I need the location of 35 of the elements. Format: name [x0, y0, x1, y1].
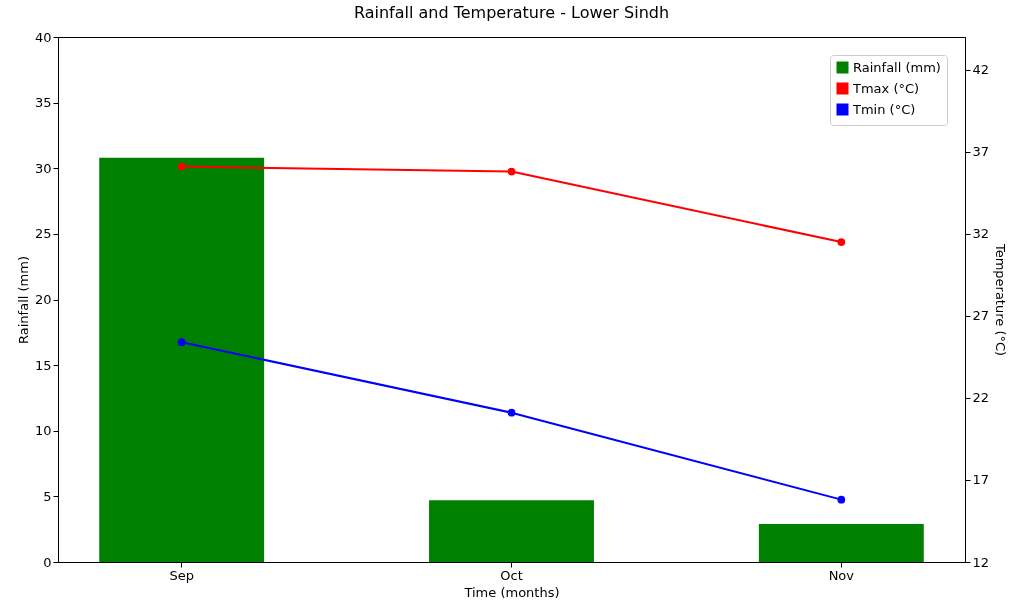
point — [507, 167, 516, 176]
y2-axis-title: Temperature (°C) — [993, 242, 1009, 357]
y-tick-label: 0 — [43, 554, 52, 570]
y2-tick-label: 12 — [972, 554, 990, 570]
legend-label: Tmin (°C) — [852, 101, 916, 117]
y-tick-label: 40 — [34, 29, 52, 45]
point — [837, 238, 846, 246]
bar — [99, 157, 265, 562]
y2-tick-label: 22 — [972, 390, 990, 406]
y2-tick-label: 42 — [972, 62, 990, 78]
y-tick-label: 15 — [34, 357, 52, 373]
legend-label: Rainfall (mm) — [853, 59, 941, 75]
y2-tick-label: 17 — [972, 472, 990, 488]
y-tick-label: 10 — [34, 423, 52, 439]
legend-label: Tmax (°C) — [852, 80, 920, 96]
bar — [758, 523, 924, 562]
y-axis-title: Rainfall (mm) — [15, 256, 31, 344]
point — [177, 162, 186, 171]
y2-tick-label: 32 — [972, 226, 990, 242]
point — [507, 408, 516, 417]
x-tick-label: Sep — [169, 567, 194, 583]
bar — [429, 500, 594, 562]
x-tick-label: Nov — [828, 567, 855, 583]
y-tick-label: 30 — [34, 160, 52, 176]
y2-tick-label: 27 — [972, 308, 990, 324]
chart-title: Rainfall and Temperature - Lower Sindh — [353, 3, 670, 22]
y-tick-label: 5 — [43, 488, 52, 504]
x-tick-label: Oct — [500, 567, 523, 583]
point — [177, 338, 186, 347]
y-tick-label: 25 — [34, 226, 52, 242]
y-tick-label: 35 — [34, 95, 52, 111]
x-axis-title: Time (months) — [463, 584, 560, 600]
point — [837, 495, 846, 504]
y-tick-label: 20 — [34, 292, 52, 307]
y2-tick-label: 37 — [972, 144, 990, 160]
